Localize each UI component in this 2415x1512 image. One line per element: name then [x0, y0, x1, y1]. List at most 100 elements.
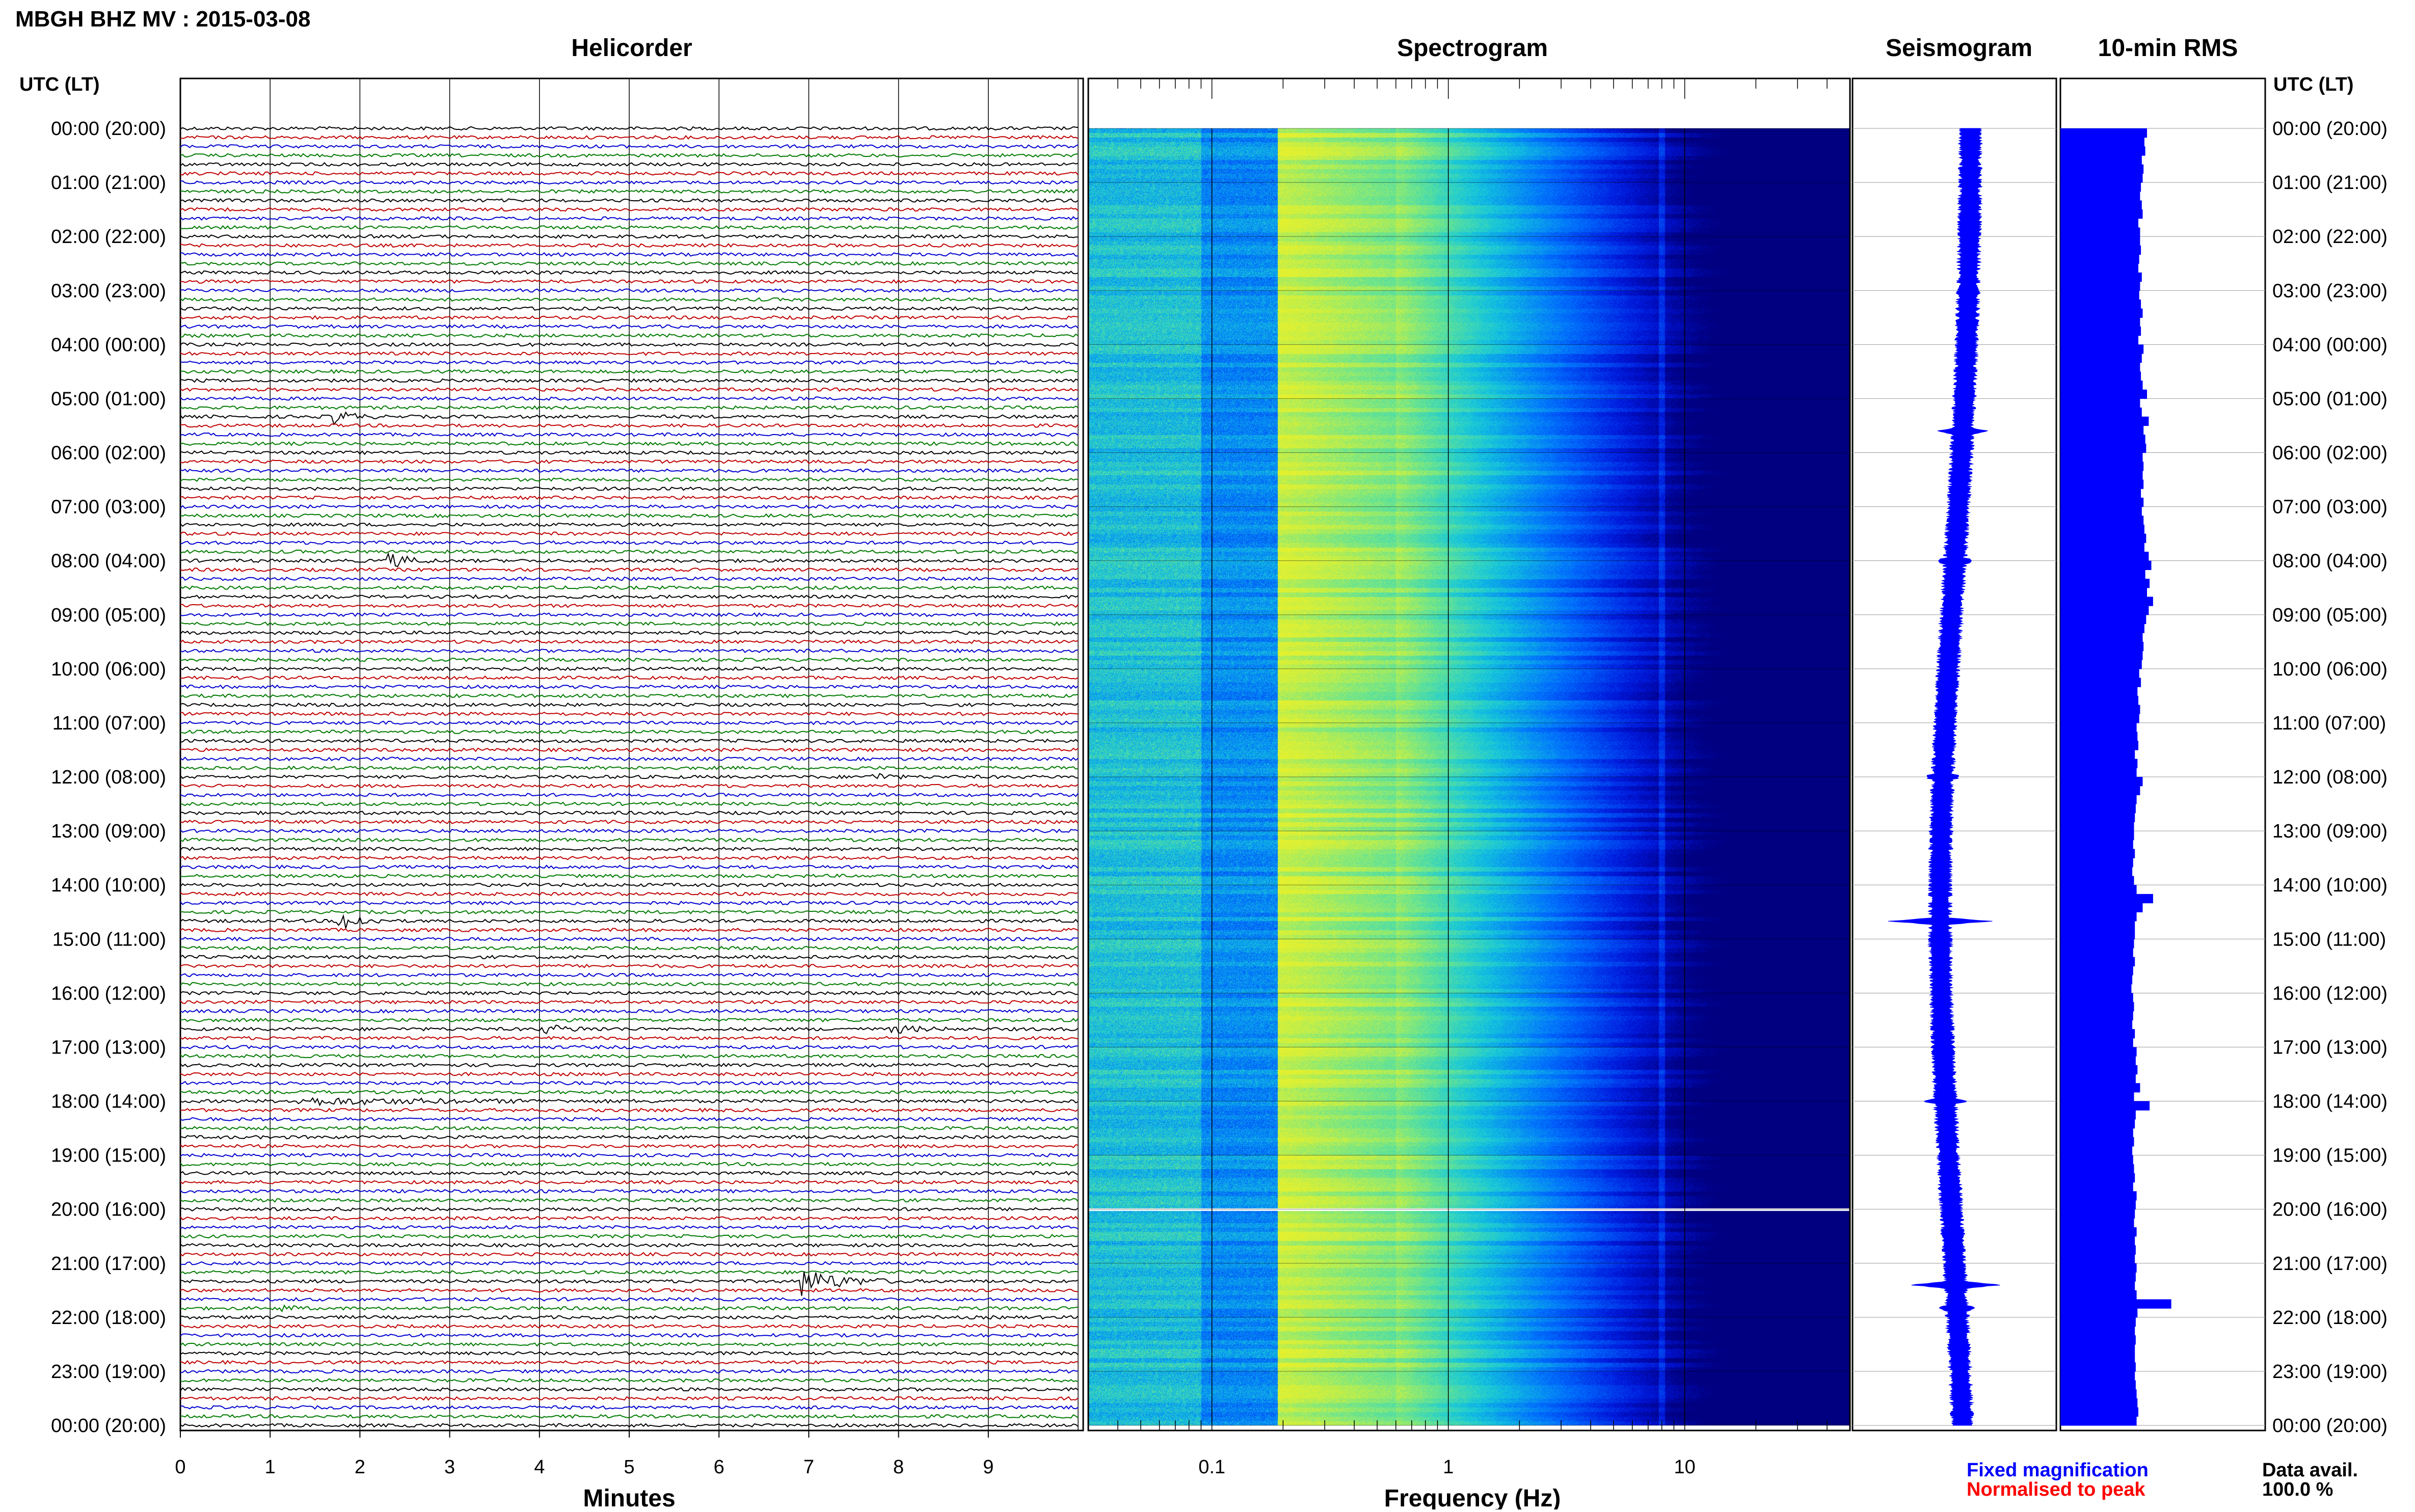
time-label-left: 08:00 (04:00)	[51, 551, 166, 572]
rms-bar	[2060, 1155, 2133, 1165]
helicorder-trace	[180, 450, 1079, 455]
helicorder-trace	[180, 252, 1079, 257]
helicorder-trace	[180, 828, 1079, 833]
helicorder-trace	[180, 387, 1079, 392]
rms-bar	[2060, 1056, 2136, 1066]
helicorder-trace	[180, 405, 1079, 410]
time-label-right: 23:00 (19:00)	[2272, 1361, 2387, 1383]
helicorder-trace	[180, 225, 1079, 230]
rms-bar	[2060, 1227, 2137, 1237]
helicorder-trace	[180, 1405, 1079, 1410]
rms-bar	[2060, 741, 2138, 750]
helicorder-trace	[180, 1225, 1079, 1230]
rms-bar	[2060, 876, 2134, 885]
helicorder-trace	[180, 946, 1079, 951]
time-label-right: 09:00 (05:00)	[2272, 605, 2387, 626]
rms-bar	[2060, 668, 2139, 679]
helicorder-trace	[180, 1054, 1079, 1059]
rms-bar	[2060, 930, 2135, 939]
rms-bar	[2060, 1191, 2137, 1201]
freq-tick-label: 10	[1674, 1456, 1696, 1478]
helicorder-trace	[180, 1414, 1079, 1419]
helicorder-trace	[180, 1017, 1079, 1023]
minute-tick-label: 2	[355, 1456, 365, 1478]
helicorder-trace	[180, 540, 1079, 545]
spectrogram-heatmap	[1088, 128, 1850, 1425]
rms-bar	[2060, 749, 2135, 760]
rms-bar	[2060, 1389, 2137, 1399]
rms-bar	[2060, 281, 2140, 291]
rms-bar	[2060, 1101, 2150, 1111]
helicorder-trace	[180, 982, 1079, 987]
helicorder-trace	[180, 1036, 1079, 1041]
rms-bar	[2060, 146, 2145, 156]
rms-bar	[2060, 497, 2144, 507]
rms-bar	[2060, 182, 2141, 192]
helicorder-trace	[180, 468, 1079, 473]
time-label-left: 12:00 (08:00)	[51, 767, 166, 788]
seismogram-title: Seismogram	[1886, 35, 2032, 62]
rms-bar	[2060, 614, 2146, 625]
minute-tick-label: 9	[983, 1456, 994, 1478]
rms-bar	[2060, 1290, 2137, 1300]
rms-bar	[2060, 1272, 2136, 1282]
helicorder-trace	[180, 955, 1079, 960]
helicorder-trace	[180, 552, 1079, 568]
rms-bar	[2060, 939, 2134, 949]
minute-tick-label: 6	[714, 1456, 725, 1478]
time-label-left: 03:00 (23:00)	[51, 280, 166, 302]
helicorder-trace	[180, 522, 1079, 527]
rms-bar	[2060, 641, 2144, 652]
spectrogram-image-wrap	[1088, 128, 1850, 1425]
rms-bar	[2060, 633, 2143, 642]
helicorder-trace	[180, 1333, 1079, 1338]
time-label-left: 19:00 (15:00)	[51, 1145, 166, 1167]
time-label-right: 05:00 (01:00)	[2272, 388, 2387, 410]
rms-bar	[2060, 1317, 2136, 1327]
rms-bar	[2060, 344, 2144, 354]
helicorder-trace	[180, 630, 1079, 635]
rms-bar	[2060, 362, 2140, 372]
helicorder-trace	[180, 936, 1079, 942]
helicorder-trace	[180, 1171, 1079, 1176]
time-label-left: 22:00 (18:00)	[51, 1307, 166, 1329]
rms-bar	[2060, 597, 2153, 606]
rms-bar	[2060, 1344, 2135, 1354]
helicorder-trace	[180, 1270, 1079, 1275]
helicorder-trace	[180, 1144, 1079, 1149]
helicorder-trace	[180, 648, 1079, 654]
rms-bar	[2060, 1164, 2134, 1174]
helicorder-trace	[180, 900, 1079, 906]
time-label-left: 05:00 (01:00)	[51, 388, 166, 410]
time-label-left: 14:00 (10:00)	[51, 875, 166, 896]
rms-bar	[2060, 1371, 2135, 1381]
helicorder-trace	[180, 1081, 1079, 1086]
rms-bar	[2060, 299, 2141, 309]
helicorder-trace	[180, 990, 1079, 995]
time-label-right: 14:00 (10:00)	[2272, 875, 2387, 896]
rms-bar	[2060, 1407, 2138, 1417]
rms-bar	[2060, 1020, 2133, 1030]
helicorder-trace	[180, 1315, 1079, 1320]
helicorder-trace	[180, 1162, 1079, 1167]
rms-bar	[2060, 1218, 2134, 1228]
rms-bar	[2060, 1299, 2171, 1309]
helicorder-trace	[180, 765, 1079, 770]
helicorder-trace	[180, 396, 1079, 401]
helicorder-trace	[180, 1387, 1079, 1392]
helicorder-trace	[180, 811, 1079, 816]
spectrogram-title: Spectrogram	[1397, 35, 1548, 62]
helicorder-trace	[180, 1261, 1079, 1266]
helicorder-trace	[180, 1287, 1079, 1293]
rms-bar	[2060, 191, 2140, 201]
rms-bar	[2060, 1065, 2138, 1075]
rms-bar	[2060, 759, 2138, 768]
freq-tick-label: 0.1	[1198, 1456, 1225, 1478]
helicorder-trace	[180, 819, 1079, 824]
rms-panel	[2059, 77, 2266, 1432]
legend-fixed-magnification: Fixed magnification	[1967, 1460, 2149, 1481]
rms-bar	[2060, 587, 2147, 597]
helicorder-trace	[180, 1207, 1079, 1212]
rms-bar	[2060, 398, 2140, 408]
time-label-right: 15:00 (11:00)	[2272, 929, 2386, 950]
